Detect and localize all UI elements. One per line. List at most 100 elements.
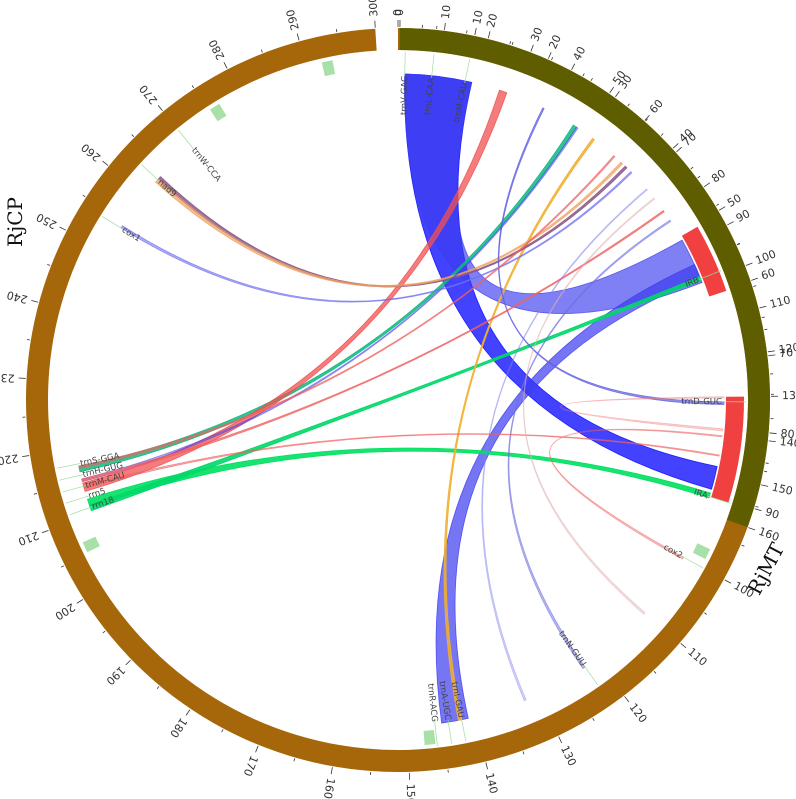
tick-mark xyxy=(22,455,30,458)
tick-mark xyxy=(724,579,732,584)
tick-mark xyxy=(627,103,630,107)
tick-mark xyxy=(609,86,615,94)
tick-mark xyxy=(759,305,767,309)
ir-segment-1 xyxy=(711,396,744,503)
tick-mark xyxy=(223,62,228,69)
tick-mark xyxy=(82,194,86,198)
tick-mark xyxy=(530,44,534,52)
synteny-link-8 xyxy=(157,165,628,288)
gene-markers xyxy=(82,60,711,745)
tick-mark xyxy=(33,493,37,495)
tick-mark xyxy=(221,729,224,733)
tick-mark xyxy=(156,686,160,689)
gene-label: trnD-GUC xyxy=(681,397,722,407)
tick-label: 220 xyxy=(0,451,19,467)
genome-ideograms xyxy=(25,28,771,773)
tick-label: 160 xyxy=(321,777,337,799)
tick-label: 250 xyxy=(34,210,59,231)
tick-mark xyxy=(185,709,191,716)
tick-label: 280 xyxy=(206,37,227,62)
tick-mark xyxy=(260,49,263,53)
gene-label-leader xyxy=(59,474,83,481)
tick-label: 90 xyxy=(764,505,781,522)
tick-mark xyxy=(444,22,446,30)
gene-label-leader xyxy=(707,495,731,504)
tick-label: 10 xyxy=(439,4,454,20)
synteny-link-7 xyxy=(443,137,595,721)
tick-mark xyxy=(761,484,769,487)
gene-label: trnW-CCA xyxy=(189,146,223,184)
tick-mark xyxy=(474,28,477,36)
synteny-link-20 xyxy=(523,197,656,615)
tick-label: 210 xyxy=(16,529,40,549)
gene-label-leader xyxy=(65,495,89,504)
gene-label-leader xyxy=(681,555,704,569)
gene-label: trnV-GAC xyxy=(399,76,410,115)
tick-label: 0 xyxy=(391,9,404,16)
synteny-link-19 xyxy=(560,396,725,432)
tick-mark xyxy=(102,160,109,166)
gene-label-leader xyxy=(69,506,93,516)
gene-label: cox1 xyxy=(120,225,142,244)
ir-segment-0 xyxy=(681,226,727,297)
tick-mark xyxy=(191,85,195,89)
synteny-link-2 xyxy=(435,263,702,724)
gene-marker-3 xyxy=(321,60,336,77)
tick-mark xyxy=(466,30,468,34)
tick-mark xyxy=(716,203,720,206)
tick-mark xyxy=(624,696,630,703)
gene-label-leader xyxy=(434,721,438,746)
tick-label: 30 xyxy=(528,26,545,44)
tick-mark xyxy=(751,277,759,281)
tick-label: 150 xyxy=(404,784,418,799)
tick-label: 270 xyxy=(137,82,160,106)
gene-label: trnR-ACG xyxy=(425,683,439,723)
tick-mark xyxy=(31,299,39,303)
tick-label: 300 xyxy=(366,0,380,17)
tick-mark xyxy=(761,316,765,319)
tick-mark xyxy=(157,105,163,111)
tick-label: 120 xyxy=(778,341,796,357)
tick-mark xyxy=(296,33,300,41)
tick-mark xyxy=(703,182,711,188)
tick-mark xyxy=(737,243,741,246)
tick-label: 150 xyxy=(771,481,794,498)
tick-label: 20 xyxy=(546,33,564,51)
tick-mark xyxy=(767,350,775,353)
tick-mark xyxy=(690,166,694,170)
tick-mark xyxy=(590,78,593,81)
tick-mark xyxy=(653,670,657,674)
tick-label: 70 xyxy=(778,346,793,361)
tick-label: 140 xyxy=(483,772,501,795)
tick-mark xyxy=(660,133,664,136)
tick-mark xyxy=(764,470,768,473)
synteny-link-15 xyxy=(78,155,616,469)
genome-label-rjmt: RjMT xyxy=(742,538,789,598)
tick-label: 110 xyxy=(768,293,792,311)
gene-label-leader xyxy=(141,164,160,182)
tick-mark xyxy=(645,118,648,122)
gene-label: trnL-CAA xyxy=(423,77,437,116)
tick-mark xyxy=(485,762,488,770)
tick-label: 240 xyxy=(5,288,29,306)
tick-mark xyxy=(76,599,84,604)
tick-label: 20 xyxy=(484,12,500,29)
tick-mark xyxy=(680,643,687,649)
synteny-links xyxy=(78,73,725,724)
tick-label: 180 xyxy=(167,715,190,740)
tick-mark xyxy=(754,508,762,512)
gene-label-leader xyxy=(583,665,599,686)
tick-label: 170 xyxy=(241,754,261,778)
tick-mark xyxy=(768,354,776,357)
tick-mark xyxy=(41,529,49,534)
tick-label: 100 xyxy=(754,247,778,267)
tick-label: 60 xyxy=(759,266,776,283)
tick-mark xyxy=(255,745,259,753)
synteny-link-18 xyxy=(481,188,648,702)
tick-mark xyxy=(765,462,769,464)
gene-label-leader xyxy=(431,53,435,78)
gene-marker-4 xyxy=(209,103,227,122)
tick-label: 110 xyxy=(685,645,709,669)
tick-label: 80 xyxy=(780,427,795,441)
